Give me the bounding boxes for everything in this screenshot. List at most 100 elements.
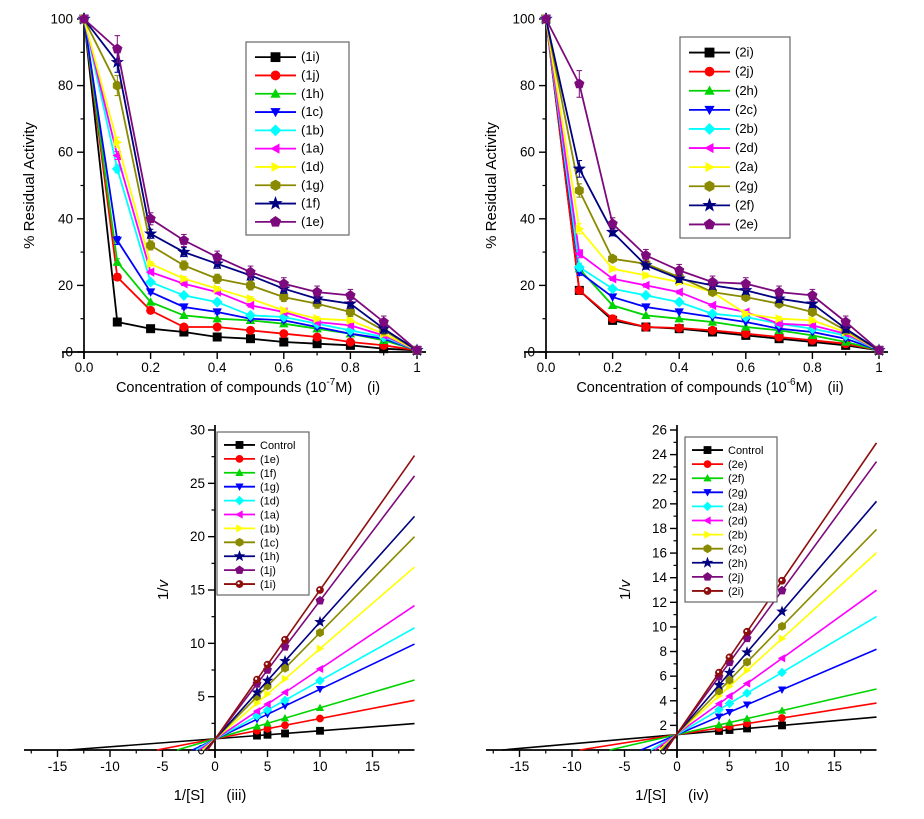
pentagon-marker xyxy=(807,289,818,300)
series-(1d) xyxy=(80,14,422,356)
svg-text:0.0: 0.0 xyxy=(537,360,556,375)
svg-text:0: 0 xyxy=(65,345,73,360)
square-marker xyxy=(316,726,324,735)
square-marker xyxy=(146,324,156,334)
svg-text:26: 26 xyxy=(652,423,667,438)
svg-text:0: 0 xyxy=(673,759,681,774)
x-axis-label: Concentration of compounds (10-6M) (ii) xyxy=(576,377,843,396)
svg-text:10: 10 xyxy=(312,759,327,774)
axes: 0.0 0.2 0.4 0.6 0.8 1 0 20 40 60 80 100 xyxy=(50,12,426,375)
triangle-right-marker xyxy=(180,274,189,284)
pentagon-marker xyxy=(703,218,716,230)
chart-ii-canvas: 0.0 0.2 0.4 0.6 0.8 1 0 20 40 60 80 100 Concentratio… xyxy=(483,12,888,396)
hexagon-marker xyxy=(316,628,324,638)
hexagon-marker xyxy=(807,306,817,318)
series-(1e) xyxy=(78,13,423,355)
svg-text:20: 20 xyxy=(190,529,205,544)
circle-marker xyxy=(703,460,712,469)
hexagon-marker xyxy=(146,240,156,251)
triangle-right-marker xyxy=(280,305,289,316)
circle-marker xyxy=(246,325,256,335)
svg-text:0.4: 0.4 xyxy=(670,360,689,375)
svg-text:Control: Control xyxy=(728,445,763,457)
legend: Control (1e) (1f) (1g) (1d) (1a)(1b) (1c) (1h) (… xyxy=(216,431,310,596)
series-(2d) xyxy=(654,589,877,751)
triangle-left-marker xyxy=(703,516,711,525)
star-marker xyxy=(713,678,725,690)
pentagon-marker xyxy=(178,235,190,245)
x-axis-label: 1/[S] (iii) xyxy=(174,787,247,804)
star-marker xyxy=(343,296,358,310)
star-marker xyxy=(143,226,158,240)
pentagon-marker xyxy=(777,585,787,595)
triangle-left-marker xyxy=(641,280,650,291)
svg-text:(2f): (2f) xyxy=(735,197,755,212)
sphere-marker xyxy=(778,576,786,585)
svg-text:(2g): (2g) xyxy=(728,487,748,499)
svg-text:(2i): (2i) xyxy=(735,45,754,60)
svg-text:(2g): (2g) xyxy=(735,178,758,193)
svg-text:(1j): (1j) xyxy=(260,565,276,577)
triangle-up-marker xyxy=(703,474,712,482)
axes: -15 -10 -5 0 5 10 15 0 5 10 15 20 25 30 xyxy=(24,423,415,774)
square-marker xyxy=(703,446,712,454)
svg-text:0.6: 0.6 xyxy=(736,360,755,375)
svg-text:Control: Control xyxy=(260,440,295,452)
triangle-left-marker xyxy=(315,664,324,674)
triangle-right-marker xyxy=(346,315,356,326)
svg-text:25: 25 xyxy=(190,476,205,491)
diamond-marker xyxy=(742,688,752,698)
triangle-up-marker xyxy=(315,703,325,712)
svg-text:6: 6 xyxy=(659,669,667,684)
hexagon-marker xyxy=(279,291,289,303)
pentagon-marker xyxy=(112,43,123,54)
series-(1e) xyxy=(156,699,415,751)
circle-marker xyxy=(281,721,289,730)
star-marker xyxy=(268,196,283,210)
triangle-left-marker xyxy=(245,300,255,311)
pentagon-marker xyxy=(78,13,90,24)
triangle-down-marker xyxy=(641,303,651,312)
svg-text:(2j): (2j) xyxy=(735,64,754,79)
triangle-left-marker xyxy=(574,249,583,259)
svg-text:(2e): (2e) xyxy=(735,216,758,231)
svg-text:15: 15 xyxy=(365,759,380,774)
star-marker xyxy=(572,161,586,175)
panel-ii-residual-activity: 0.0 0.2 0.4 0.6 0.8 1 0 20 40 60 80 100 Concentratio… xyxy=(462,0,924,409)
triangle-left-marker xyxy=(742,679,751,688)
svg-text:(1f): (1f) xyxy=(301,196,321,211)
y-axis-label: % Residual Activity xyxy=(21,122,38,249)
svg-text:0.4: 0.4 xyxy=(208,360,227,375)
pentagon-marker xyxy=(269,215,282,227)
sphere-marker xyxy=(703,587,712,595)
svg-text:0.2: 0.2 xyxy=(603,360,622,375)
svg-text:(1g): (1g) xyxy=(301,177,324,192)
legend: (1i) (1j) (1h) (1c) (1b) (1a) (1d) (1g) (1f) (1e) xyxy=(245,41,350,236)
svg-text:10: 10 xyxy=(652,619,667,634)
triangle-left-marker xyxy=(777,654,786,663)
square-marker xyxy=(112,317,122,327)
y-axis-label: 1/v xyxy=(617,578,634,600)
pentagon-marker xyxy=(411,344,423,355)
pentagon-marker xyxy=(840,316,851,327)
triangle-down-marker xyxy=(179,303,189,312)
svg-text:(1b): (1b) xyxy=(260,523,280,535)
svg-text:(1i): (1i) xyxy=(301,49,320,64)
star-marker xyxy=(672,271,686,285)
star-marker xyxy=(639,258,653,272)
series-(1b) xyxy=(202,566,416,751)
triangle-right-marker xyxy=(113,137,123,147)
triangle-up-marker xyxy=(674,313,684,323)
circle-marker xyxy=(704,66,715,77)
svg-text:(2e): (2e) xyxy=(728,459,748,471)
sphere-marker xyxy=(743,627,751,636)
triangle-left-marker xyxy=(145,267,155,277)
svg-text:14: 14 xyxy=(652,570,668,585)
sphere-marker xyxy=(253,675,261,684)
svg-text:(1a): (1a) xyxy=(301,141,324,156)
triangle-left-marker xyxy=(252,707,261,716)
triangle-up-marker xyxy=(235,468,244,476)
svg-text:60: 60 xyxy=(58,145,73,160)
star-marker xyxy=(702,197,717,212)
diamond-marker xyxy=(702,501,713,512)
